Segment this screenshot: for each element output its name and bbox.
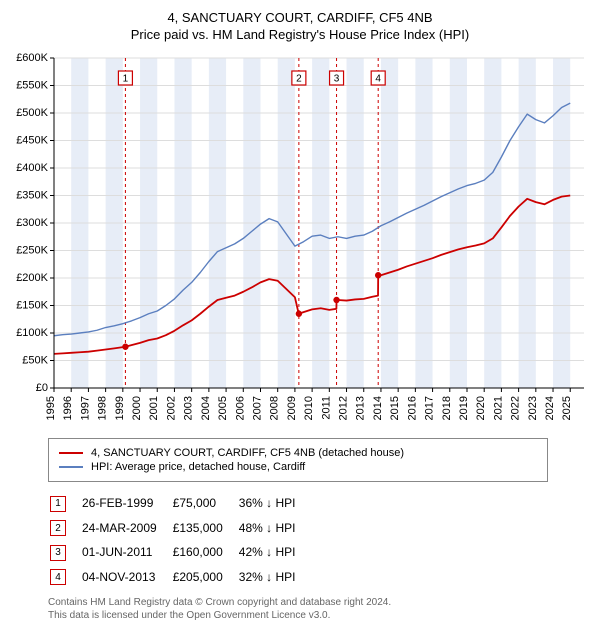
legend-swatch: [59, 452, 83, 454]
event-date: 24-MAR-2009: [82, 517, 171, 540]
svg-text:2022: 2022: [510, 396, 522, 420]
svg-text:£150K: £150K: [16, 300, 48, 312]
chart-area: £0 £50K £100K £150K £200K £250K £300K £350K £400…: [8, 50, 592, 430]
event-price: £75,000: [173, 492, 237, 515]
svg-text:£50K: £50K: [22, 355, 48, 367]
svg-text:2017: 2017: [424, 396, 436, 420]
svg-text:4: 4: [375, 74, 381, 85]
event-marker: 2: [50, 520, 66, 536]
event-price: £135,000: [173, 517, 237, 540]
event-price: £205,000: [173, 566, 237, 589]
svg-text:2012: 2012: [338, 396, 350, 420]
svg-text:2015: 2015: [389, 396, 401, 420]
svg-text:£200K: £200K: [16, 272, 48, 284]
svg-text:1: 1: [123, 74, 129, 85]
svg-text:£300K: £300K: [16, 217, 48, 229]
svg-text:2018: 2018: [441, 396, 453, 420]
event-date: 04-NOV-2013: [82, 566, 171, 589]
event-row: 2 24-MAR-2009£135,00048% ↓ HPI: [50, 517, 309, 540]
svg-text:2013: 2013: [355, 396, 367, 420]
svg-text:1996: 1996: [62, 396, 74, 420]
legend: 4, SANCTUARY COURT, CARDIFF, CF5 4NB (de…: [48, 438, 548, 482]
svg-text:2008: 2008: [269, 396, 281, 420]
event-marker: 3: [50, 545, 66, 561]
svg-text:2002: 2002: [165, 396, 177, 420]
svg-text:£250K: £250K: [16, 245, 48, 257]
chart-subtitle: Price paid vs. HM Land Registry's House …: [8, 27, 592, 42]
svg-text:2011: 2011: [320, 396, 332, 420]
svg-text:2007: 2007: [251, 396, 263, 420]
event-date: 26-FEB-1999: [82, 492, 171, 515]
svg-text:2003: 2003: [183, 396, 195, 420]
footer-line-1: Contains HM Land Registry data © Crown c…: [48, 596, 592, 609]
svg-text:2016: 2016: [406, 396, 418, 420]
event-row: 1 26-FEB-1999£75,00036% ↓ HPI: [50, 492, 309, 515]
events-table: 1 26-FEB-1999£75,00036% ↓ HPI 2 24-MAR-2009…: [48, 490, 311, 590]
event-delta: 36% ↓ HPI: [239, 492, 310, 515]
svg-text:2014: 2014: [372, 396, 384, 420]
svg-text:£100K: £100K: [16, 327, 48, 339]
svg-text:2005: 2005: [217, 396, 229, 420]
legend-swatch: [59, 466, 83, 468]
svg-text:£0: £0: [36, 382, 48, 394]
svg-text:£500K: £500K: [16, 107, 48, 119]
svg-text:£550K: £550K: [16, 80, 48, 92]
svg-text:£400K: £400K: [16, 162, 48, 174]
svg-text:2024: 2024: [544, 396, 556, 420]
svg-text:1999: 1999: [114, 396, 126, 420]
chart-title: 4, SANCTUARY COURT, CARDIFF, CF5 4NB: [8, 10, 592, 25]
svg-text:£450K: £450K: [16, 135, 48, 147]
svg-text:2010: 2010: [303, 396, 315, 420]
event-row: 4 04-NOV-2013£205,00032% ↓ HPI: [50, 566, 309, 589]
footer-line-2: This data is licensed under the Open Gov…: [48, 609, 592, 622]
chart-svg: £0 £50K £100K £150K £200K £250K £300K £350K £400…: [8, 50, 592, 430]
event-price: £160,000: [173, 541, 237, 564]
svg-text:£600K: £600K: [16, 52, 48, 64]
legend-item: 4, SANCTUARY COURT, CARDIFF, CF5 4NB (de…: [59, 447, 537, 459]
event-delta: 32% ↓ HPI: [239, 566, 310, 589]
svg-text:2001: 2001: [148, 396, 160, 420]
event-marker: 1: [50, 496, 66, 512]
svg-text:2025: 2025: [561, 396, 573, 420]
event-delta: 48% ↓ HPI: [239, 517, 310, 540]
svg-text:2: 2: [296, 74, 302, 85]
event-row: 3 01-JUN-2011£160,00042% ↓ HPI: [50, 541, 309, 564]
footer-attribution: Contains HM Land Registry data © Crown c…: [48, 596, 592, 622]
svg-text:1997: 1997: [79, 396, 91, 420]
event-delta: 42% ↓ HPI: [239, 541, 310, 564]
legend-label: HPI: Average price, detached house, Card…: [91, 461, 305, 473]
svg-text:2020: 2020: [475, 396, 487, 420]
legend-label: 4, SANCTUARY COURT, CARDIFF, CF5 4NB (de…: [91, 447, 404, 459]
svg-text:1998: 1998: [97, 396, 109, 420]
legend-item: HPI: Average price, detached house, Card…: [59, 461, 537, 473]
event-marker: 4: [50, 569, 66, 585]
svg-text:3: 3: [334, 74, 340, 85]
svg-text:2004: 2004: [200, 396, 212, 420]
svg-text:2019: 2019: [458, 396, 470, 420]
svg-text:2006: 2006: [234, 396, 246, 420]
svg-text:2000: 2000: [131, 396, 143, 420]
event-date: 01-JUN-2011: [82, 541, 171, 564]
svg-text:2021: 2021: [492, 396, 504, 420]
svg-text:2023: 2023: [527, 396, 539, 420]
svg-text:1995: 1995: [45, 396, 57, 420]
svg-text:2009: 2009: [286, 396, 298, 420]
svg-text:£350K: £350K: [16, 190, 48, 202]
